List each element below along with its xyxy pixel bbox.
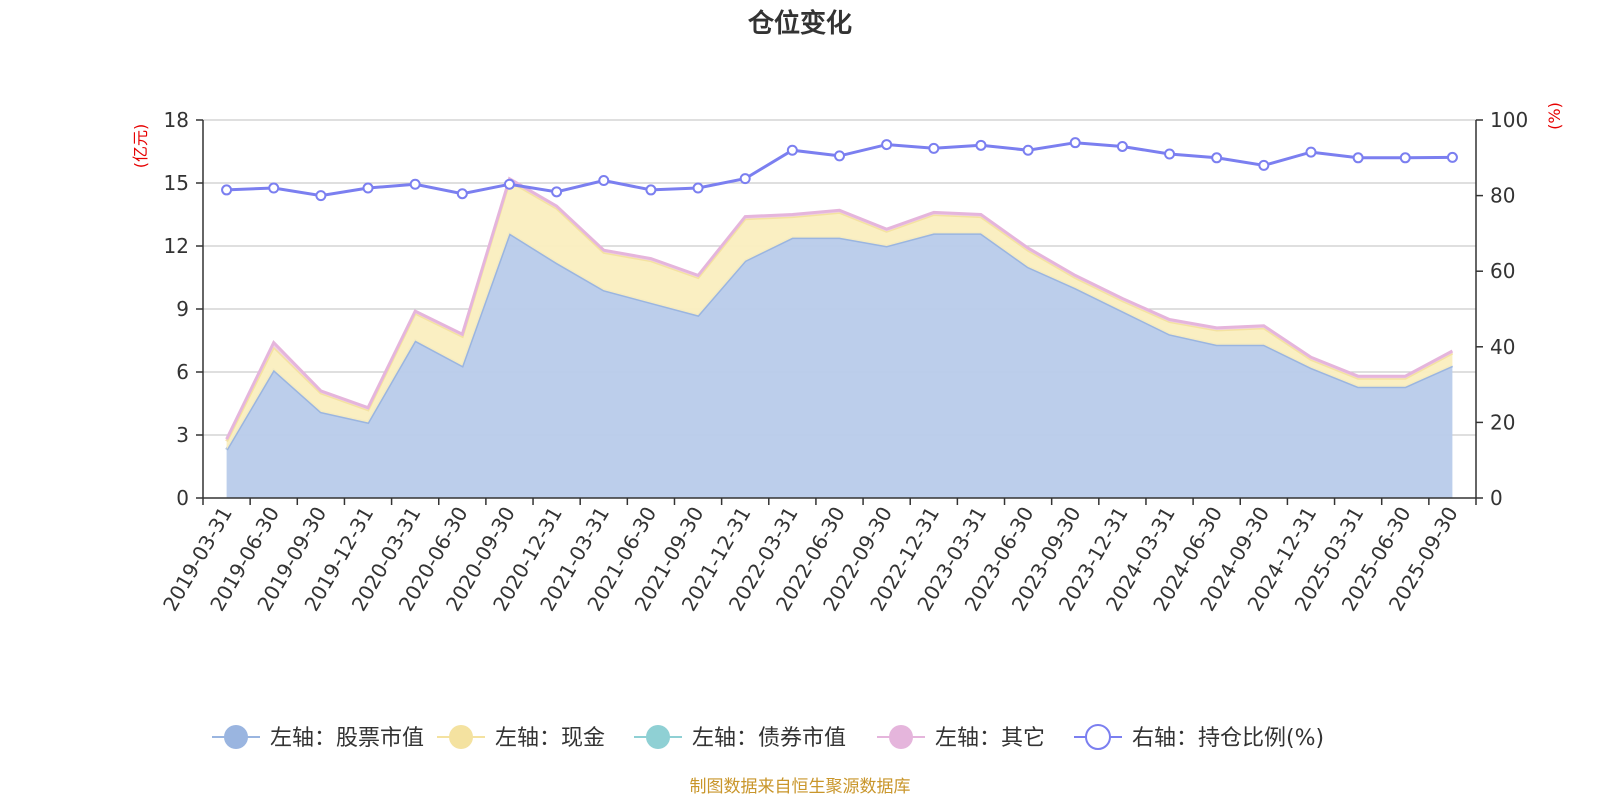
ratio-point [268, 182, 280, 194]
ratio-point [503, 178, 515, 190]
right-tick-label: 20 [1490, 410, 1515, 434]
left-tick-label: 6 [176, 360, 189, 384]
legend-label: 左轴：其它 [935, 726, 1045, 751]
right-tick-label: 80 [1490, 184, 1515, 208]
line-series [221, 137, 1458, 202]
ratio-point [409, 178, 421, 190]
ratio-point [362, 182, 374, 194]
ratio-point [598, 174, 610, 186]
ratio-point [1116, 140, 1128, 152]
right-tick-label: 40 [1490, 335, 1515, 359]
ratio-point [456, 188, 468, 200]
left-axis-unit: (亿元) [131, 124, 150, 169]
left-tick-label: 15 [164, 171, 189, 195]
right-tick-label: 0 [1490, 486, 1503, 510]
ratio-point [786, 144, 798, 156]
legend-marker-circle [646, 725, 670, 749]
right-tick-label: 100 [1490, 108, 1528, 132]
ratio-point [834, 150, 845, 162]
left-tick-label: 12 [164, 234, 189, 258]
ratio-point [928, 142, 940, 154]
legend-label: 左轴：股票市值 [270, 726, 424, 751]
ratio-point [1211, 152, 1223, 164]
ratio-point [315, 190, 327, 202]
ratio-point [739, 173, 751, 185]
right-tick-label: 60 [1490, 259, 1515, 283]
area-fill-1 [226, 180, 1453, 450]
left-tick-label: 0 [176, 486, 189, 510]
area-fill-0 [226, 233, 1453, 498]
ratio-point [1446, 151, 1458, 163]
area-line-3 [225, 176, 1454, 440]
legend-label: 左轴：债券市值 [692, 726, 846, 751]
legend: 左轴：股票市值 左轴：现金 左轴：债券市值 左轴：其它 右轴：持仓比例(%) [212, 724, 1324, 751]
area-series [225, 176, 1454, 498]
ratio-point [1022, 144, 1034, 156]
legend-marker-circle [449, 725, 473, 749]
left-tick-label: 18 [164, 108, 189, 132]
ratio-point [551, 186, 563, 198]
ratio-point [881, 139, 893, 151]
left-tick-label: 3 [176, 423, 189, 447]
legend-label: 左轴：现金 [495, 726, 605, 751]
chart-title: 仓位变化 [747, 8, 852, 39]
ratio-point [1164, 148, 1176, 160]
ratio-point [221, 184, 233, 196]
legend-marker-circle [224, 725, 248, 749]
legend-marker-circle [1085, 724, 1111, 750]
left-tick-label: 9 [176, 297, 189, 321]
ratio-point [1305, 146, 1317, 158]
source-note: 制图数据来自恒生聚源数据库 [690, 777, 911, 797]
legend-marker-circle [889, 725, 913, 749]
ratio-point [1069, 137, 1081, 149]
right-axis-unit: (%) [1545, 102, 1564, 130]
ratio-point [975, 139, 987, 151]
ratio-point [1352, 152, 1364, 164]
ratio-point [1399, 152, 1411, 164]
ratio-point [645, 184, 657, 196]
ratio-point [1258, 159, 1270, 171]
ratio-point [692, 182, 704, 194]
legend-label: 右轴：持仓比例(%) [1132, 726, 1324, 751]
